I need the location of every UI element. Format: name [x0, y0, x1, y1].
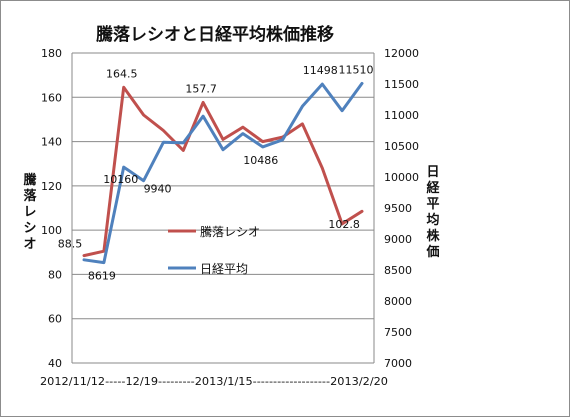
left-axis-ticks: 40 60 80 100 120 140 160 180: [41, 47, 62, 370]
svg-text:価: 価: [425, 244, 439, 260]
left-tick-label: 80: [48, 268, 62, 281]
svg-text:騰: 騰: [23, 172, 36, 188]
right-axis-title: 日経平均株価: [425, 165, 440, 260]
data-labels: 88.5 164.5 157.7 102.8 8619 10160 9940 10486 114…: [58, 63, 374, 282]
chart-title: 騰落レシオと日経平均株価推移: [96, 24, 334, 45]
legend-label: 日経平均: [200, 262, 248, 276]
svg-text:オ: オ: [23, 237, 36, 252]
data-label: 9940: [144, 183, 172, 196]
svg-text:経: 経: [426, 180, 440, 196]
series-line-2: [82, 81, 364, 265]
left-tick-label: 160: [41, 91, 62, 104]
x-axis-label: 2012/11/12-----12/19---------2013/1/15--…: [40, 375, 388, 388]
data-label: 102.8: [328, 218, 360, 231]
svg-text:日: 日: [426, 165, 439, 180]
series-line-1: [82, 85, 364, 258]
data-label: 157.7: [185, 82, 217, 95]
svg-text:シ: シ: [23, 221, 36, 236]
right-tick-label: 11000: [384, 109, 419, 122]
right-axis-ticks: 7000 7500 8000 8500 9000 9500 10000 10500 11000 1…: [384, 47, 419, 370]
data-label: 11510: [339, 63, 374, 76]
data-label: 8619: [88, 270, 116, 283]
right-tick-label: 8000: [384, 295, 412, 308]
right-tick-label: 12000: [384, 47, 419, 60]
right-tick-label: 11500: [384, 78, 419, 91]
left-tick-label: 120: [41, 180, 62, 193]
left-tick-label: 140: [41, 136, 62, 149]
right-tick-label: 10500: [384, 140, 419, 153]
data-label: 10160: [103, 173, 138, 186]
data-label: 164.5: [106, 67, 138, 80]
right-tick-label: 7000: [384, 357, 412, 370]
right-tick-label: 8500: [384, 264, 412, 277]
right-tick-label: 9000: [384, 233, 412, 246]
data-label: 11498: [303, 64, 338, 77]
svg-text:均: 均: [426, 212, 439, 228]
svg-text:株: 株: [426, 228, 440, 244]
right-tick-label: 10000: [384, 171, 419, 184]
svg-text:落: 落: [23, 188, 37, 204]
left-axis-title: 騰落レシオ: [23, 172, 37, 252]
data-label: 10486: [243, 154, 278, 167]
left-tick-label: 60: [48, 313, 62, 326]
series-lines: [82, 81, 364, 265]
svg-text:レ: レ: [23, 205, 36, 220]
left-tick-label: 100: [41, 224, 62, 237]
right-tick-label: 7500: [384, 326, 412, 339]
data-label: 88.5: [58, 238, 83, 251]
axes: [71, 53, 375, 364]
svg-text:平: 平: [426, 197, 439, 212]
left-tick-label: 180: [41, 47, 62, 60]
gridlines: [72, 52, 374, 364]
legend-label: 騰落レシオ: [200, 224, 260, 239]
left-tick-label: 40: [48, 357, 62, 370]
right-tick-label: 9500: [384, 202, 412, 215]
